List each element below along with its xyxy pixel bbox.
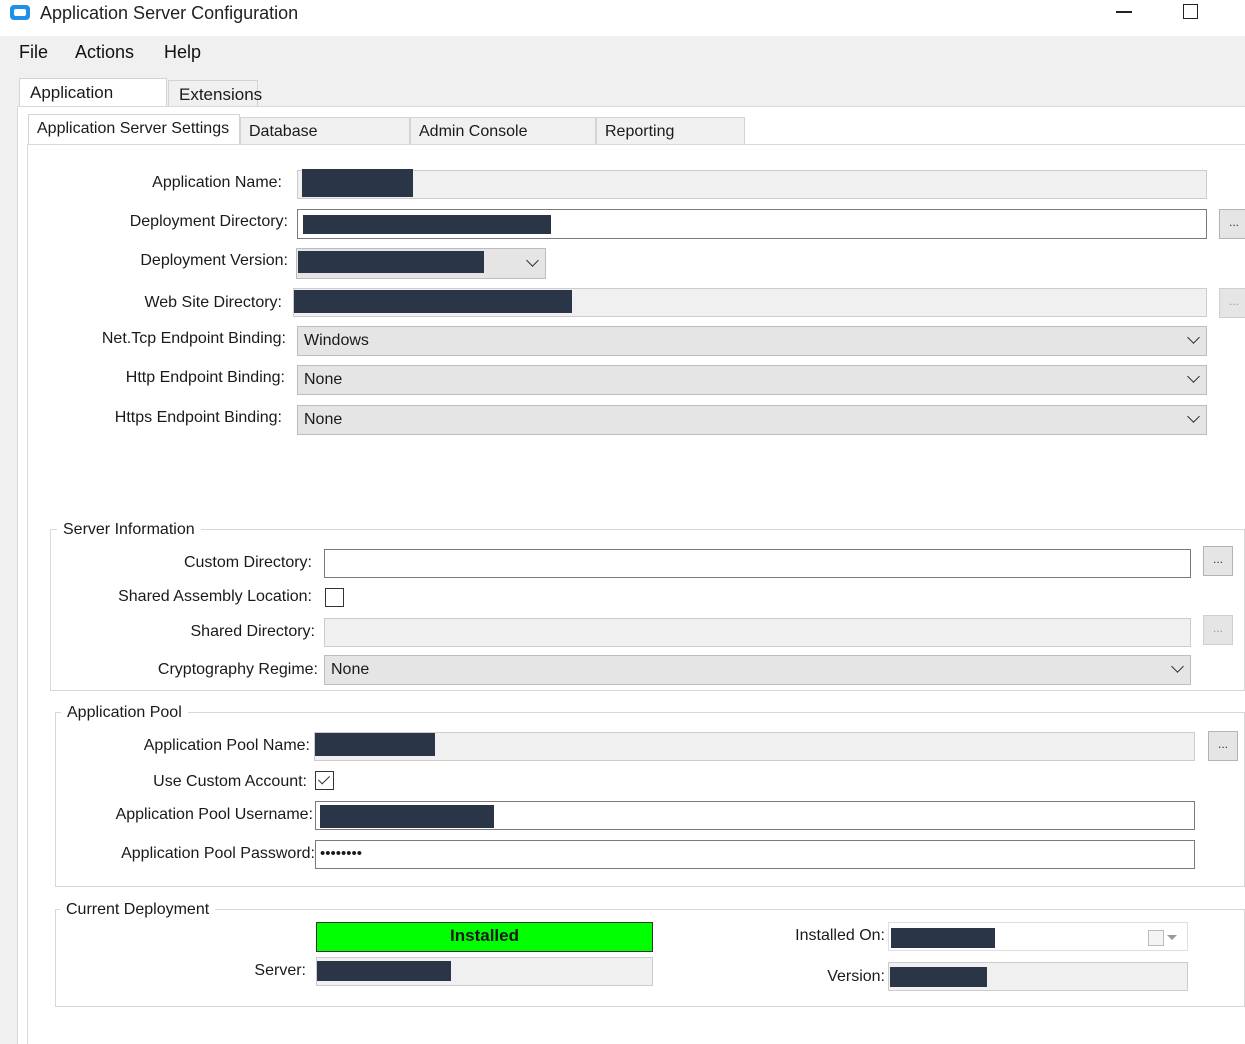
use-custom-account-checkbox[interactable] <box>315 771 334 790</box>
menu-help[interactable]: Help <box>164 42 202 62</box>
tab-reporting-services[interactable]: Reporting Services <box>596 117 745 168</box>
custom-directory-label: Custom Directory: <box>183 554 312 571</box>
https-binding-select[interactable]: None <box>297 405 1207 435</box>
app-pool-name-browse-button[interactable]: ... <box>1208 731 1238 761</box>
redacted-value <box>317 961 451 981</box>
shared-assembly-label: Shared Assembly Location: <box>118 588 312 605</box>
custom-directory-input[interactable] <box>324 549 1191 578</box>
cryptography-regime-select[interactable]: None <box>324 655 1191 685</box>
window-title: Application Server Configuration <box>40 3 299 23</box>
https-binding-value: None <box>304 411 343 428</box>
nettcp-binding-label: Net.Tcp Endpoint Binding: <box>101 330 286 347</box>
app-pool-password-input[interactable]: •••••••• <box>315 840 1195 869</box>
tab-database-connection[interactable]: Database Connection <box>240 117 410 168</box>
use-custom-account-label: Use Custom Account: <box>153 773 307 790</box>
web-site-directory-browse-button[interactable]: ... <box>1219 288 1245 318</box>
menu-actions[interactable]: Actions <box>75 42 135 62</box>
installed-on-label: Installed On: <box>795 927 885 944</box>
deployment-directory-browse-button[interactable]: ... <box>1219 209 1245 239</box>
nettcp-binding-select[interactable]: Windows <box>297 326 1207 356</box>
deployment-directory-label: Deployment Directory: <box>129 213 288 230</box>
version-label: Version: <box>827 968 885 985</box>
application-name-label: Application Name: <box>152 174 282 191</box>
http-binding-select[interactable]: None <box>297 365 1207 395</box>
tab-application-server[interactable]: Application Server <box>19 78 167 130</box>
redacted-value <box>298 251 484 273</box>
cryptography-regime-label: Cryptography Regime: <box>157 661 318 678</box>
redacted-value <box>320 805 494 828</box>
shared-directory-browse-button[interactable]: ... <box>1203 615 1233 645</box>
menu-file[interactable]: File <box>19 42 49 62</box>
deployment-directory-input[interactable] <box>297 209 1207 239</box>
installed-on-field[interactable] <box>888 922 1188 951</box>
redacted-value <box>302 169 413 197</box>
minimize-icon[interactable] <box>1116 11 1132 13</box>
app-pool-password-label: Application Pool Password: <box>121 845 315 862</box>
current-deployment-title: Current Deployment <box>60 901 216 919</box>
redacted-value <box>891 928 995 948</box>
app-icon <box>10 5 30 20</box>
calendar-icon[interactable] <box>1148 930 1164 946</box>
chevron-down-icon <box>1187 410 1200 423</box>
chevron-down-icon <box>1187 370 1200 383</box>
title-bar <box>0 0 1245 34</box>
shared-directory-label: Shared Directory: <box>190 623 316 640</box>
server-field[interactable] <box>316 957 653 986</box>
custom-directory-browse-button[interactable]: ... <box>1203 546 1233 576</box>
deployment-version-label: Deployment Version: <box>140 252 288 269</box>
chevron-down-icon <box>526 254 539 267</box>
redacted-value <box>890 967 987 987</box>
redacted-value <box>303 215 551 234</box>
app-pool-username-input[interactable] <box>315 801 1195 830</box>
web-site-directory-field[interactable] <box>293 288 1207 317</box>
https-binding-label: Https Endpoint Binding: <box>114 409 282 426</box>
server-information-title: Server Information <box>57 521 201 539</box>
chevron-down-icon <box>1171 660 1184 673</box>
app-pool-name-field[interactable] <box>314 732 1195 761</box>
menu-bar <box>0 36 1245 70</box>
http-binding-label: Http Endpoint Binding: <box>125 369 285 386</box>
web-site-directory-label: Web Site Directory: <box>144 294 282 311</box>
tab-application-server-settings[interactable]: Application Server Settings <box>28 114 240 146</box>
http-binding-value: None <box>304 371 343 388</box>
redacted-value <box>315 733 435 756</box>
maximize-icon[interactable] <box>1183 4 1198 19</box>
cryptography-regime-value: None <box>331 661 370 678</box>
checkmark-icon <box>317 772 331 785</box>
app-pool-username-label: Application Pool Username: <box>115 806 313 823</box>
shared-directory-field[interactable] <box>324 618 1191 647</box>
shared-assembly-checkbox[interactable] <box>325 588 344 607</box>
deployment-status-badge: Installed <box>316 922 653 952</box>
tab-admin-console-settings[interactable]: Admin Console Settings <box>410 117 596 168</box>
redacted-value <box>294 290 572 313</box>
version-field[interactable] <box>888 962 1188 991</box>
chevron-down-icon <box>1167 935 1177 940</box>
nettcp-binding-value: Windows <box>304 332 369 349</box>
deployment-version-select[interactable] <box>296 248 546 279</box>
application-pool-title: Application Pool <box>61 704 188 722</box>
tab-extensions[interactable]: Extensions <box>168 80 262 108</box>
chevron-down-icon <box>1187 331 1200 344</box>
app-pool-name-label: Application Pool Name: <box>143 737 310 754</box>
server-label: Server: <box>254 962 306 979</box>
application-name-field[interactable] <box>297 169 1207 199</box>
